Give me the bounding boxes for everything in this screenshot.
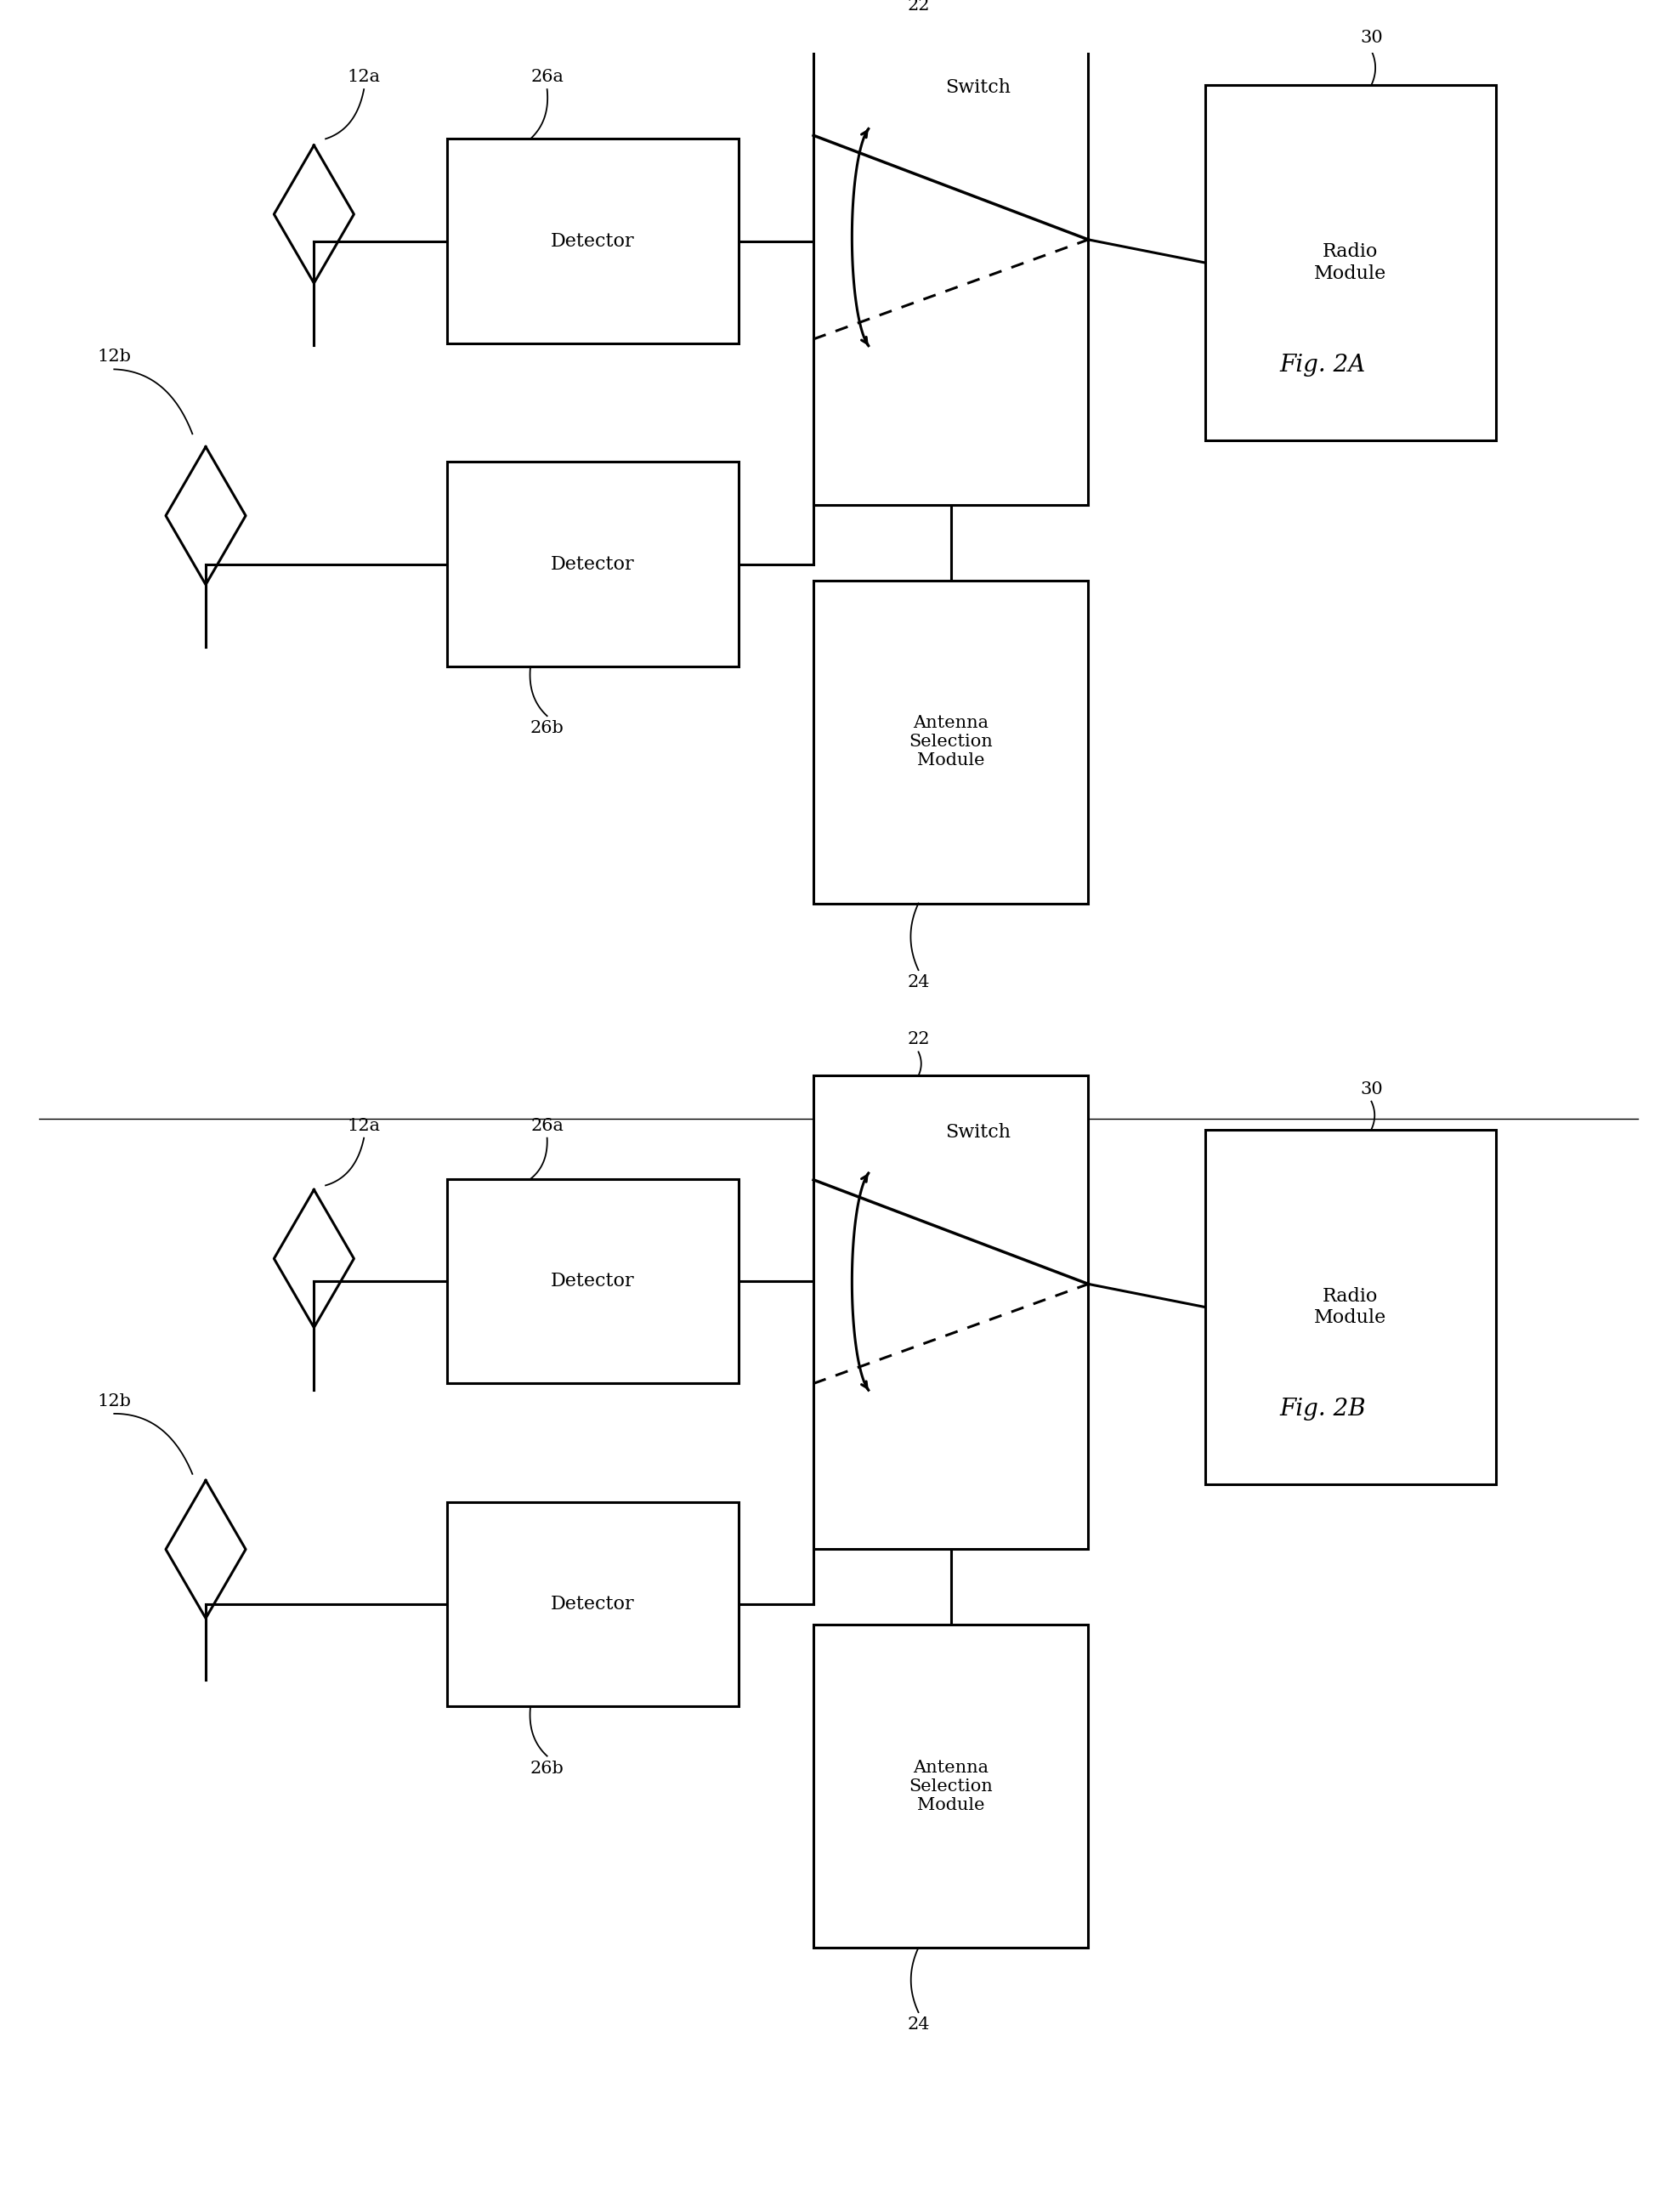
Bar bbox=[448, 139, 738, 343]
Text: 26b: 26b bbox=[530, 1761, 563, 1776]
Text: Radio
Module: Radio Module bbox=[1315, 243, 1387, 283]
Text: Fig. 2A: Fig. 2A bbox=[1280, 354, 1365, 376]
Text: 12b: 12b bbox=[97, 1394, 131, 1409]
Text: Fig. 2B: Fig. 2B bbox=[1280, 1398, 1367, 1420]
Text: 24: 24 bbox=[907, 973, 929, 991]
Text: 24: 24 bbox=[907, 2017, 929, 2033]
Text: Antenna
Selection
Module: Antenna Selection Module bbox=[909, 714, 993, 768]
Text: Antenna
Selection
Module: Antenna Selection Module bbox=[909, 1759, 993, 1814]
Bar bbox=[813, 580, 1088, 902]
Text: 22: 22 bbox=[907, 0, 929, 13]
Text: 26a: 26a bbox=[530, 1117, 563, 1135]
Text: 12a: 12a bbox=[347, 1117, 381, 1135]
Bar bbox=[1204, 84, 1496, 440]
Text: Detector: Detector bbox=[552, 555, 636, 573]
Bar bbox=[448, 462, 738, 666]
Text: Detector: Detector bbox=[552, 1272, 636, 1290]
Text: 26a: 26a bbox=[530, 69, 563, 84]
Bar bbox=[813, 31, 1088, 504]
Text: Detector: Detector bbox=[552, 1595, 636, 1613]
Bar bbox=[1204, 1130, 1496, 1484]
Text: Switch: Switch bbox=[946, 80, 1011, 97]
Bar bbox=[813, 1624, 1088, 1949]
Bar bbox=[448, 1179, 738, 1382]
Bar bbox=[813, 1075, 1088, 1548]
Text: 30: 30 bbox=[1360, 1082, 1384, 1097]
Text: 22: 22 bbox=[907, 1031, 929, 1048]
Text: 26b: 26b bbox=[530, 721, 563, 737]
Text: Detector: Detector bbox=[552, 232, 636, 250]
Text: 12a: 12a bbox=[347, 69, 381, 84]
Text: Switch: Switch bbox=[946, 1124, 1011, 1141]
Text: 12b: 12b bbox=[97, 349, 131, 365]
Bar bbox=[448, 1502, 738, 1705]
Text: Radio
Module: Radio Module bbox=[1315, 1287, 1387, 1327]
Text: 30: 30 bbox=[1360, 31, 1384, 46]
